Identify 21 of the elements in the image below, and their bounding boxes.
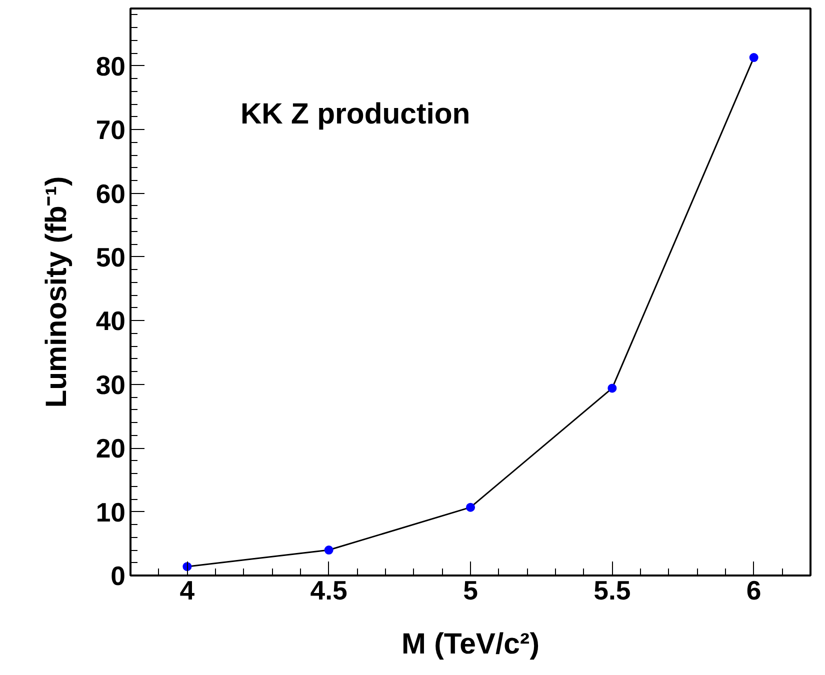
point bbox=[466, 502, 475, 512]
y-tick-label: 30 bbox=[96, 370, 126, 400]
y-tick-label: 20 bbox=[96, 434, 126, 464]
y-tick-label: 0 bbox=[110, 561, 126, 591]
x-tick-label: 4 bbox=[180, 576, 195, 606]
annotation: KK Z production bbox=[240, 98, 470, 130]
point bbox=[749, 53, 758, 62]
y-tick-label: 60 bbox=[96, 178, 126, 209]
x-tick-label: 5.5 bbox=[594, 576, 631, 606]
y-tick-label: 10 bbox=[96, 497, 126, 528]
y-axis-title: Luminosity (fb⁻¹) bbox=[40, 176, 73, 408]
point bbox=[608, 384, 617, 393]
x-tick-label: 4.5 bbox=[310, 576, 348, 606]
x-tick-label: 6 bbox=[746, 576, 762, 606]
y-tick-label: 50 bbox=[96, 242, 126, 272]
x-axis-title: M (TeV/c²) bbox=[402, 628, 540, 660]
x-tick-label: 5 bbox=[463, 576, 478, 606]
y-tick-label: 80 bbox=[96, 51, 126, 82]
y-tick-label: 40 bbox=[96, 306, 126, 336]
y-tick-label: 70 bbox=[96, 115, 126, 146]
point bbox=[324, 546, 334, 555]
